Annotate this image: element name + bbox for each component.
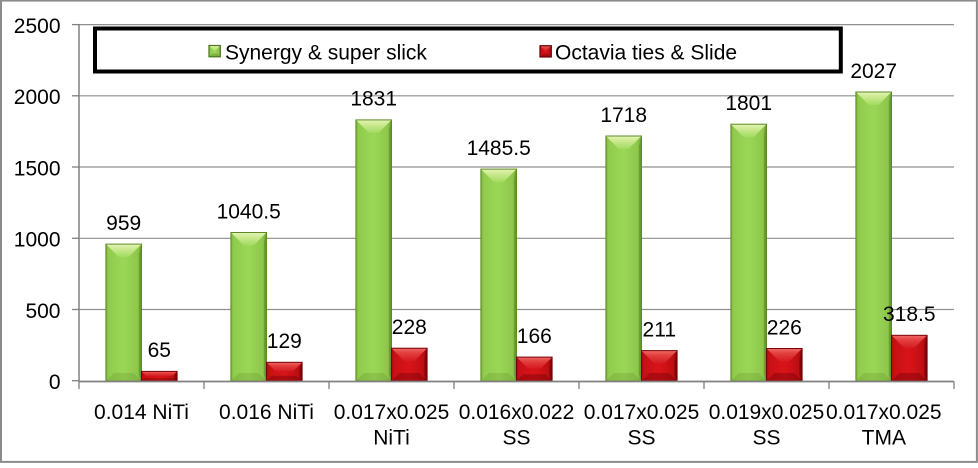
svg-text:0.017x0.025: 0.017x0.025 [584,401,700,424]
svg-text:1801: 1801 [725,92,772,115]
svg-text:318.5: 318.5 [883,303,936,326]
svg-text:SS: SS [752,427,780,450]
svg-text:959: 959 [106,212,141,235]
svg-text:0: 0 [49,371,61,394]
svg-text:1500: 1500 [14,157,61,180]
svg-text:228: 228 [392,316,427,339]
svg-text:2000: 2000 [14,86,61,109]
svg-text:TMA: TMA [862,427,906,450]
svg-text:2027: 2027 [850,60,897,83]
svg-text:1000: 1000 [14,229,61,252]
svg-text:SS: SS [502,427,530,450]
svg-text:0.014 NiTi: 0.014 NiTi [94,401,189,424]
svg-text:1485.5: 1485.5 [467,137,531,160]
svg-text:NiTi: NiTi [373,427,410,450]
svg-text:0.017x0.025: 0.017x0.025 [334,401,450,424]
svg-text:226: 226 [767,316,802,339]
svg-text:65: 65 [148,339,171,362]
svg-text:0.016x0.022: 0.016x0.022 [459,401,575,424]
svg-text:500: 500 [25,300,60,323]
svg-text:0.017x0.025: 0.017x0.025 [826,401,942,424]
svg-text:Octavia ties & Slide: Octavia ties & Slide [555,42,737,65]
svg-text:166: 166 [517,325,552,348]
svg-text:1831: 1831 [350,88,397,111]
svg-text:211: 211 [643,318,676,341]
svg-text:SS: SS [627,427,655,450]
svg-text:2500: 2500 [14,15,61,38]
svg-text:0.019x0.025: 0.019x0.025 [709,401,825,424]
svg-text:Synergy & super slick: Synergy & super slick [225,42,427,65]
svg-text:1718: 1718 [600,104,647,127]
svg-text:129: 129 [267,330,302,353]
svg-text:1040.5: 1040.5 [217,200,281,223]
svg-text:0.016 NiTi: 0.016 NiTi [219,401,314,424]
